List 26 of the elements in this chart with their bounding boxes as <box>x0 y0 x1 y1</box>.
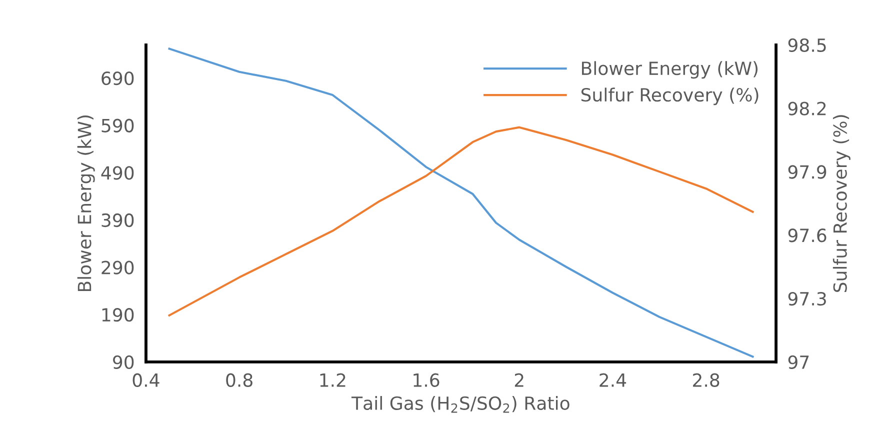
y-tick-label: 390 <box>102 213 134 228</box>
y-axis-title: Blower Energy (kW) <box>77 116 95 292</box>
y-tick-label: 190 <box>102 308 134 322</box>
x-tick-label: 2 <box>514 373 524 387</box>
y-tick-label: 590 <box>102 118 134 132</box>
y-tick-label: 690 <box>102 71 134 86</box>
line-series <box>168 126 754 316</box>
y2-tick-label: 98.5 <box>788 38 826 52</box>
y2-tick-label: 97.3 <box>788 292 826 306</box>
y2-tick-label: 97.6 <box>788 228 826 242</box>
x-tick-label: 1.6 <box>414 373 440 387</box>
y-tick-label: 290 <box>102 260 134 274</box>
x-axis-title: Tail Gas (H$_{2}$S/SO$_{2}$) Ratio <box>351 396 570 413</box>
legend-label: Sulfur Recovery (%) <box>581 88 758 106</box>
y2-tick-label: 97.9 <box>788 165 826 179</box>
x-tick-label: 2.8 <box>693 373 720 387</box>
x-tick-label: 0.4 <box>132 373 160 387</box>
y2-tick-label: 97 <box>788 355 809 369</box>
x-tick-label: 0.8 <box>226 373 252 387</box>
x-tick-label: 2.4 <box>600 373 626 387</box>
y-tick-label: 490 <box>101 166 134 180</box>
y-tick-label: 90 <box>113 355 134 369</box>
legend-label: Blower Energy (kW) <box>582 61 758 79</box>
x-tick-label: 1.2 <box>320 373 346 387</box>
y2-axis-title: Sulfur Recovery (%) <box>832 115 850 292</box>
y2-tick-label: 98.2 <box>788 102 826 116</box>
